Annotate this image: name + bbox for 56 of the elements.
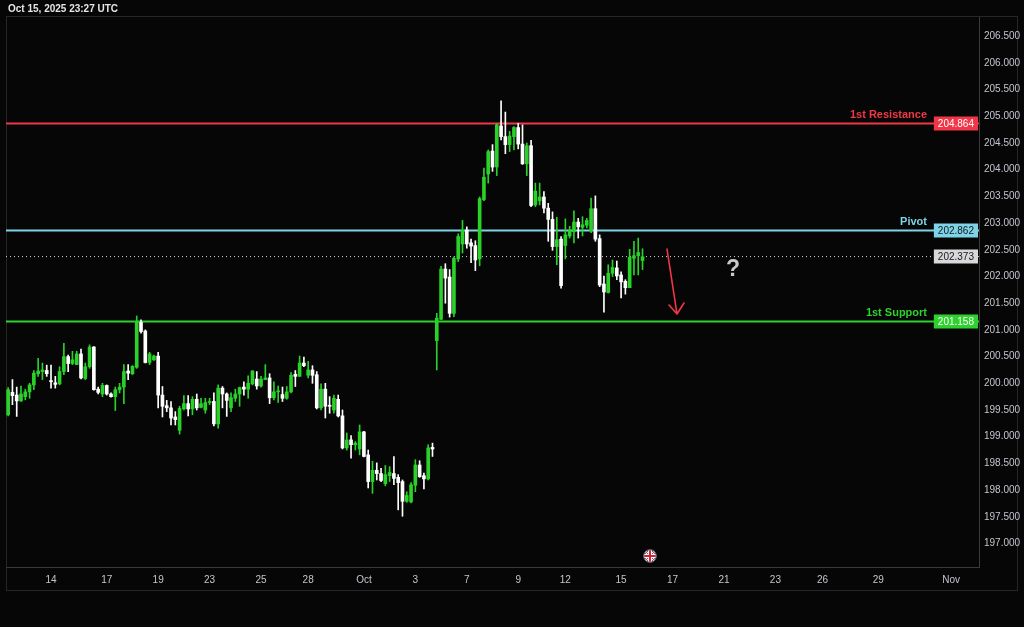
annotation: 202.862 (937, 224, 975, 236)
x-tick-label: 28 (302, 573, 315, 585)
y-tick-label: 204.000 (984, 163, 1021, 175)
x-tick-label: 12 (559, 573, 572, 585)
text: Oct 15, 2025 23:27 UTC (8, 3, 119, 14)
candlestick (49, 364, 53, 389)
y-tick-label: 203.000 (984, 216, 1021, 228)
y-tick-label: 199.500 (984, 403, 1021, 415)
y-tick-label: 203.500 (984, 190, 1021, 202)
ref-line-label: Pivot (900, 215, 928, 228)
x-tick-label: 25 (255, 573, 268, 585)
y-tick-label: 204.500 (984, 136, 1021, 148)
candlestick (242, 381, 246, 396)
y-tick-label: 201.000 (984, 323, 1021, 335)
y-tick-label: 202.000 (984, 270, 1021, 282)
candlestick (374, 462, 379, 481)
y-tick-label: 201.500 (984, 296, 1021, 308)
x-tick-label: 17 (101, 573, 113, 585)
x-tick-label: 21 (718, 573, 730, 585)
y-tick-label: 198.000 (984, 483, 1021, 495)
x-tick-label: 19 (152, 573, 165, 585)
x-tick-label: Nov (942, 573, 961, 585)
ref-line-label: 1st Resistance (849, 108, 927, 121)
x-tick-label: 9 (515, 573, 522, 585)
annotation: ? (726, 255, 741, 282)
annotation: 202.373 (937, 250, 975, 262)
x-tick-label: 7 (464, 573, 470, 585)
x-tick-label: 14 (45, 573, 58, 585)
x-tick-label: 29 (872, 573, 885, 585)
x-tick-label: 23 (204, 573, 216, 585)
candlestick (276, 385, 281, 403)
candlestick (554, 216, 559, 266)
x-tick-label: 3 (412, 573, 419, 585)
y-tick-label: 206.000 (984, 56, 1021, 68)
y-tick-label: 205.500 (984, 83, 1021, 95)
y-tick-label: 199.000 (984, 430, 1021, 442)
annotation: 204.864 (937, 117, 975, 129)
y-tick-label: 202.500 (984, 243, 1021, 255)
x-tick-label: 17 (666, 573, 679, 585)
y-tick-label: 205.000 (984, 110, 1021, 122)
y-tick-label: 198.500 (984, 457, 1021, 469)
x-tick-label: 26 (816, 573, 829, 585)
annotation: 201.158 (937, 315, 975, 327)
x-tick-label: Oct (356, 573, 372, 585)
x-tick-label: 23 (769, 573, 782, 585)
y-tick-label: 197.000 (984, 537, 1021, 549)
x-tick-label: 15 (615, 573, 628, 585)
y-tick-label: 200.000 (984, 377, 1021, 389)
candlestick (14, 386, 19, 417)
y-tick-label: 200.500 (984, 350, 1021, 362)
candlestick (636, 237, 641, 276)
y-tick-label: 206.500 (984, 29, 1021, 41)
ref-line-label: 1st Support (865, 306, 928, 319)
candlestick (349, 435, 353, 459)
y-tick-label: 197.500 (984, 510, 1021, 522)
candlestick (293, 370, 298, 387)
